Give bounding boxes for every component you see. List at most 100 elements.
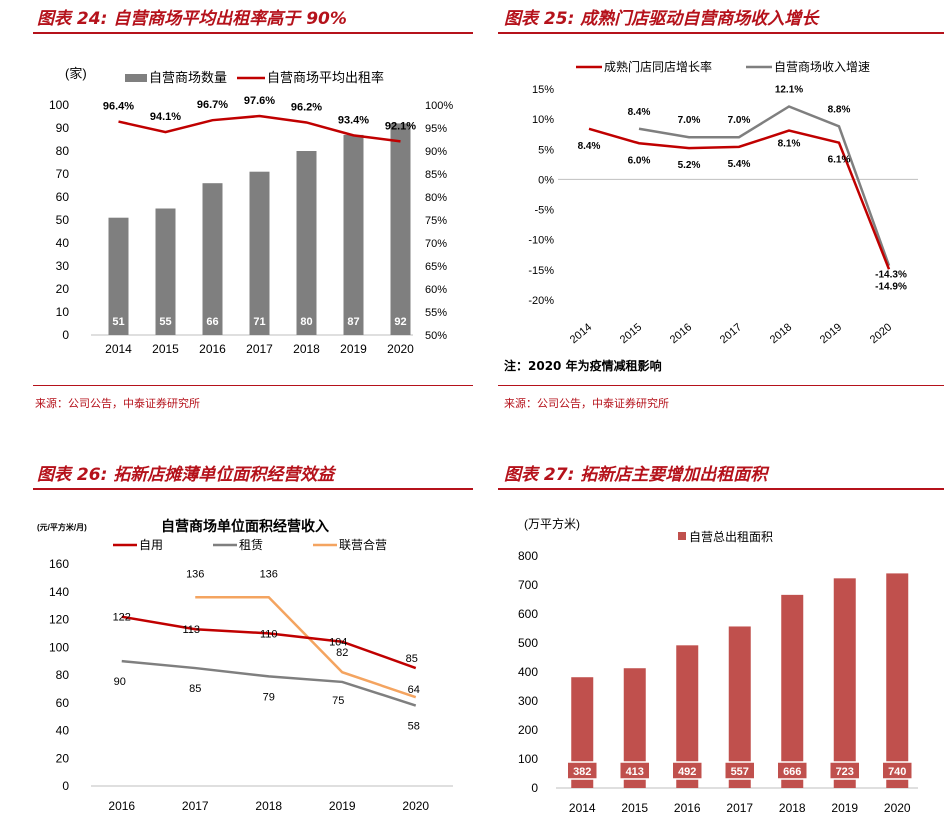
y-tick-label: 140 <box>49 585 69 599</box>
bar-value-label: 80 <box>300 316 312 328</box>
self-operated-line <box>121 615 417 670</box>
y-tick-label: 0 <box>62 779 69 793</box>
legend-self-label: 自用 <box>139 538 163 552</box>
y-tick-label: -20% <box>528 295 554 307</box>
y2-tick-label: 100% <box>425 100 453 112</box>
legend-red-label: 成熟门店同店增长率 <box>604 59 712 74</box>
line-value-label: 92.1% <box>385 120 416 132</box>
y2-tick-label: 60% <box>425 284 447 296</box>
y-axis-unit: (元/平方米/月) <box>37 522 87 532</box>
red-value-label: 8.1% <box>778 139 801 150</box>
series-value-label: 64 <box>408 684 420 696</box>
bar-value-label: 492 <box>678 766 696 778</box>
gray-value-label: 8.4% <box>628 107 651 118</box>
legend-line-label: 自营商场平均出租率 <box>267 70 384 85</box>
x-tick-label: 2014 <box>569 801 596 815</box>
y-tick-label: 40 <box>56 724 70 738</box>
gray-value-label: 7.0% <box>728 115 751 126</box>
series-value-label: 75 <box>332 695 344 707</box>
x-tick-label: 2018 <box>293 342 320 356</box>
y2-tick-label: 70% <box>425 238 447 250</box>
source-note: 来源：公司公告，中泰证券研究所 <box>35 397 200 410</box>
legend-bar-swatch <box>125 74 147 82</box>
y-tick-label: 20 <box>56 282 70 296</box>
chart-24-svg: 0 10 20 30 40 50 60 70 80 90 100 50% 55% 60% 65% 70% 75… <box>49 66 453 356</box>
chart-25-note: 注：2020 年为疫情减租影响 <box>504 359 662 373</box>
line-value-label: 97.6% <box>244 95 275 107</box>
bar-value-label: 51 <box>112 316 124 328</box>
x-tick-label: 2016 <box>674 801 701 815</box>
lease-line <box>121 659 417 707</box>
gray-value-label: 12.1% <box>775 84 803 95</box>
y-tick-label: 100 <box>49 98 69 112</box>
legend-lease-label: 租赁 <box>239 538 263 552</box>
y-tick-label: 120 <box>49 613 69 627</box>
x-tick-label: 2019 <box>818 321 844 346</box>
y-tick-label: 0% <box>538 174 554 186</box>
y-tick-label: 700 <box>518 578 538 592</box>
series-value-label: 136 <box>186 568 204 580</box>
y-tick-label: -15% <box>528 265 554 277</box>
legend-jv-label: 联营合营 <box>339 537 387 552</box>
y-tick-label: 0 <box>531 781 538 795</box>
y2-tick-label: 55% <box>425 307 447 319</box>
legend-label: 自营总出租面积 <box>689 530 773 544</box>
x-tick-label: 2020 <box>884 801 911 815</box>
bar <box>202 183 223 335</box>
y-axis-unit: (家) <box>65 66 87 81</box>
bar-label-box <box>566 761 598 780</box>
panel-chart-26: 图表 26: 拓新店摊薄单位面积经营效益 自营商场单位面积经营收入 (元/平方米… <box>33 456 473 820</box>
y-axis-unit: (万平方米) <box>524 516 580 531</box>
red-value-label: 5.4% <box>728 159 751 170</box>
x-tick-label: 2020 <box>868 321 894 346</box>
y-tick-label: 60 <box>56 696 70 710</box>
red-value-label: 8.4% <box>578 141 601 152</box>
bar <box>343 134 364 335</box>
title-rule <box>498 32 944 34</box>
y-axis: 15% 10% 5% 0% -5% -10% -15% -20% <box>528 84 554 307</box>
line-value-label: 96.4% <box>103 101 134 113</box>
panel-chart-27: 图表 27: 拓新店主要增加出租面积 (万平方米) 自营总出租面积 0 100 20… <box>498 456 944 820</box>
x-tick-label: 2017 <box>726 801 753 815</box>
bar-value-label: 92 <box>394 316 406 328</box>
y-tick-label: -5% <box>534 205 554 217</box>
y-tick-label: 10 <box>56 305 70 319</box>
bar <box>390 123 411 336</box>
y2-tick-label: 80% <box>425 192 447 204</box>
x-tick-label: 2016 <box>199 342 226 356</box>
legend-swatch <box>678 532 686 540</box>
source-rule <box>33 385 473 386</box>
gray-value-label: 8.8% <box>828 104 851 115</box>
source-rule <box>498 385 944 386</box>
y-tick-label: 100 <box>49 640 69 654</box>
chart-25-svg: 15%10%5%0%-5%-10%-15%-20% 2014 2015 2016 20… <box>528 59 918 346</box>
y2-tick-label: 90% <box>425 146 447 158</box>
series-value-label: 104 <box>329 637 347 649</box>
source-note: 来源：公司公告，中泰证券研究所 <box>504 397 669 410</box>
occupancy-line <box>118 114 401 143</box>
y-tick-label: 5% <box>538 144 554 156</box>
red-value-label: 6.0% <box>628 155 651 166</box>
jv-line <box>195 596 417 699</box>
bar-value-label: 557 <box>731 766 749 778</box>
x-tick-label: 2019 <box>329 799 356 813</box>
bar <box>571 677 594 788</box>
series-value-label: 58 <box>408 721 420 733</box>
y-tick-label: 800 <box>518 549 538 563</box>
x-tick-label: 2015 <box>621 801 648 815</box>
y-tick-label: 300 <box>518 694 538 708</box>
bar-value-label: 382 <box>573 766 591 778</box>
bar <box>781 594 804 788</box>
y-axis: 0 100 200 300 400 500 600 700 800 <box>518 549 538 795</box>
gray-value-label: -14.3% <box>875 270 907 281</box>
bar <box>296 151 317 335</box>
y-tick-label: 30 <box>56 259 70 273</box>
y-tick-label: 80 <box>56 668 70 682</box>
line-value-label: 93.4% <box>338 114 369 126</box>
bar <box>249 171 270 335</box>
y-tick-label: 70 <box>56 167 70 181</box>
y-tick-label: 50 <box>56 213 70 227</box>
panel-chart-25: 图表 25: 成熟门店驱动自营商场收入增长 15% 10% 5% 0% -5% -10% -… <box>498 0 944 420</box>
bar-value-label: 71 <box>253 316 265 328</box>
panel-chart-24: 图表 24: 自营商场平均出租率高于 90% 0 10 20 30 40 50 60 70 80… <box>33 0 473 420</box>
